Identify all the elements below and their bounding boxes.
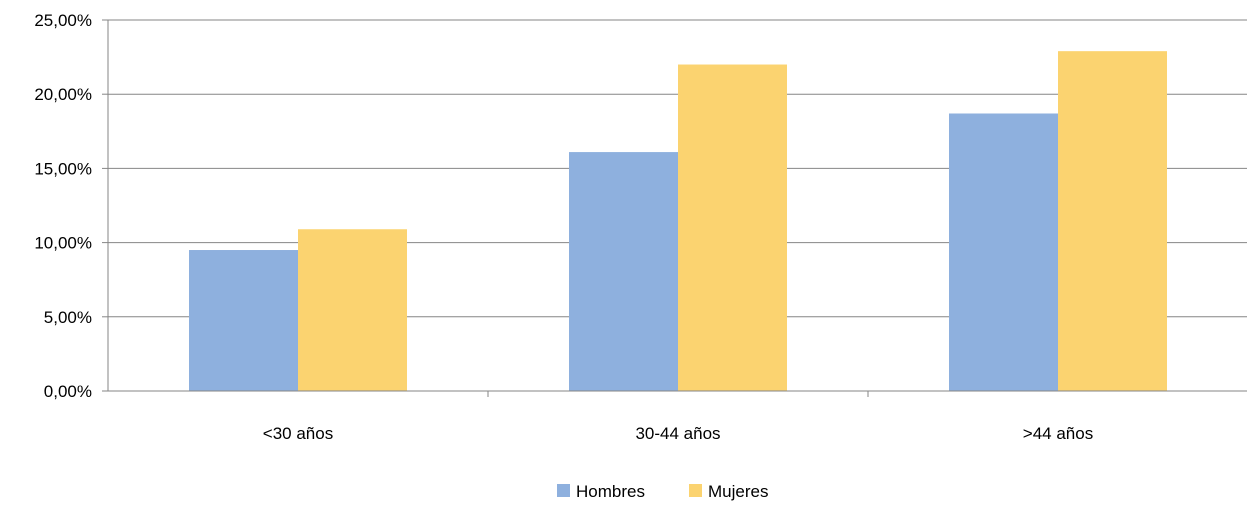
legend-label-hombres: Hombres [576, 482, 645, 501]
bar-hombres-0 [189, 250, 298, 391]
legend-swatch-hombres [557, 484, 570, 497]
y-tick-label: 0,00% [44, 382, 92, 401]
y-tick-label: 25,00% [34, 11, 92, 30]
x-tick-label: <30 años [263, 424, 333, 443]
y-tick-label: 10,00% [34, 234, 92, 253]
y-tick-labels: 0,00% 5,00% 10,00% 15,00% 20,00% 25,00% [34, 11, 92, 401]
bar-mujeres-1 [678, 64, 787, 392]
axes [102, 19, 1247, 397]
y-tick-label: 20,00% [34, 85, 92, 104]
bar-mujeres-0 [298, 229, 407, 391]
legend-swatch-mujeres [689, 484, 702, 497]
bars [189, 51, 1167, 392]
legend-label-mujeres: Mujeres [708, 482, 768, 501]
bar-mujeres-2 [1058, 51, 1167, 391]
bar-hombres-1 [569, 152, 678, 391]
bar-hombres-2 [949, 113, 1058, 391]
x-tick-label: >44 años [1023, 424, 1093, 443]
legend: Hombres Mujeres [557, 482, 768, 501]
x-tick-labels: <30 años 30-44 años >44 años [263, 424, 1093, 443]
y-tick-label: 15,00% [34, 159, 92, 178]
y-tick-label: 5,00% [44, 308, 92, 327]
x-tick-label: 30-44 años [635, 424, 720, 443]
